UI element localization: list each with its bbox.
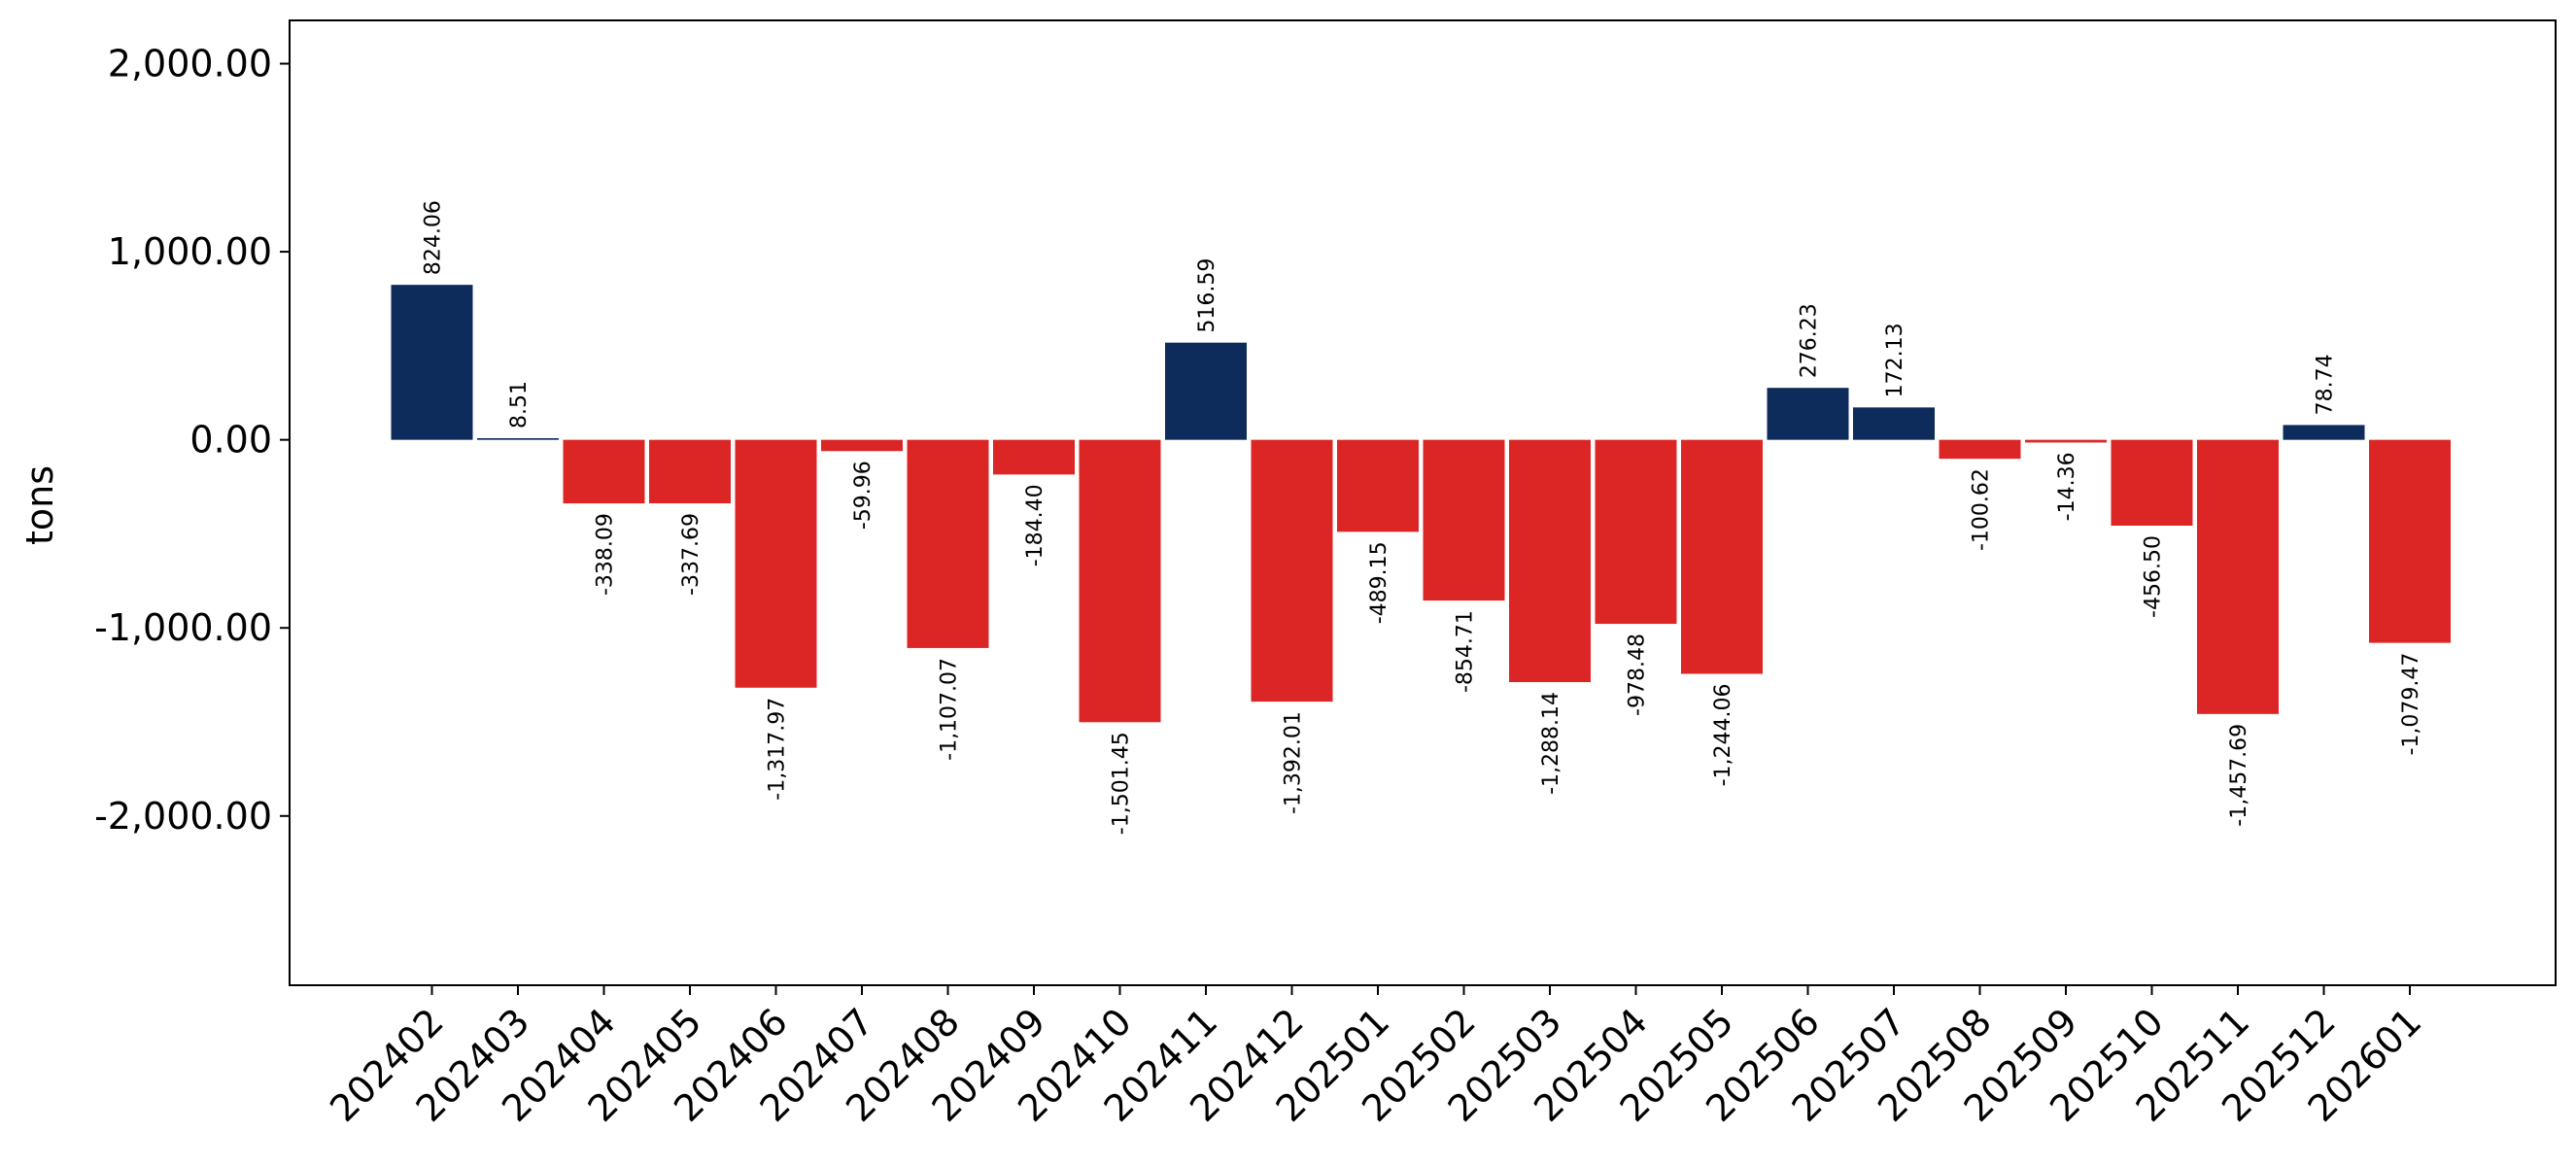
bar (1509, 439, 1591, 682)
y-tick-label: -2,000.00 (94, 795, 272, 838)
data-label: -1,288.14 (1539, 692, 1563, 795)
bar (907, 439, 989, 648)
data-label: 78.74 (2314, 354, 2338, 415)
bar (1939, 439, 2021, 460)
x-axis: 2024022024032024042024052024062024072024… (322, 985, 2429, 1130)
bar (1595, 439, 1677, 625)
y-tick-label: 0.00 (189, 419, 272, 462)
data-labels: 824.06 8.51 -338.09 -337.69 -1,317.97 -59.96 -… (422, 200, 2424, 835)
bars (391, 285, 2451, 723)
data-label: -1,501.45 (1110, 732, 1134, 835)
bar (2025, 439, 2107, 443)
bar (1853, 407, 1935, 440)
y-tick-label: 2,000.00 (108, 43, 272, 86)
data-label: -1,107.07 (938, 658, 962, 761)
data-label: 824.06 (422, 200, 446, 275)
data-label: -1,244.06 (1711, 683, 1735, 786)
bar (1423, 439, 1505, 601)
data-label: -1,392.01 (1282, 711, 1306, 814)
data-label: -184.40 (1023, 484, 1048, 566)
bar (735, 439, 817, 688)
data-label: -1,457.69 (2227, 724, 2251, 827)
bar (649, 439, 731, 504)
bar (1251, 439, 1333, 702)
bar (1337, 439, 1419, 532)
data-label: -100.62 (1970, 468, 1994, 551)
bar (2283, 425, 2365, 440)
y-tick-label: -1,000.00 (94, 606, 272, 649)
bar (1767, 388, 1849, 440)
bar (1681, 439, 1763, 674)
bar (1079, 439, 1161, 723)
bar (1165, 342, 1247, 440)
data-label: 8.51 (507, 381, 532, 428)
y-axis: -2,000.00 -1,000.00 0.00 1,000.00 2,000.00 (94, 43, 290, 838)
y-axis-label: tons (18, 465, 61, 545)
data-label: 516.59 (1195, 258, 1219, 333)
data-label: -1,079.47 (2399, 653, 2423, 756)
plot-frame (289, 19, 2557, 986)
bar (2111, 439, 2193, 527)
data-label: -489.15 (1367, 541, 1391, 624)
data-label: 276.23 (1798, 303, 1822, 378)
y-tick-label: 1,000.00 (108, 230, 272, 273)
data-label: -337.69 (679, 513, 704, 596)
data-label: -978.48 (1626, 634, 1650, 716)
data-label: -854.71 (1454, 610, 1478, 693)
bar (563, 439, 645, 504)
bar (391, 285, 473, 440)
bar (821, 439, 903, 452)
data-label: -1,317.97 (766, 698, 790, 801)
bar (2369, 439, 2451, 643)
bar (2197, 439, 2279, 714)
data-label: -59.96 (851, 461, 876, 530)
data-label: -338.09 (594, 513, 618, 596)
data-label: -14.36 (2055, 452, 2079, 521)
bar (993, 439, 1075, 475)
data-label: -456.50 (2142, 535, 2166, 618)
bar (477, 438, 559, 440)
data-label: 172.13 (1883, 323, 1907, 397)
